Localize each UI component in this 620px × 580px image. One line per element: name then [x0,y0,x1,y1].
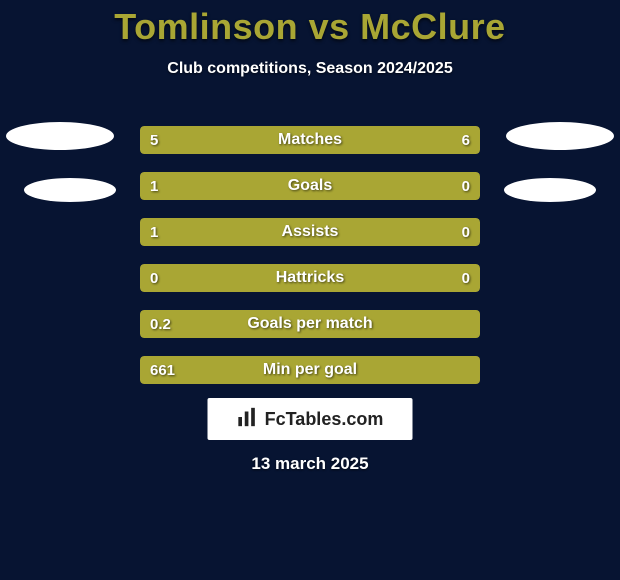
player-right-sub-oval [504,178,596,202]
stat-row: 56Matches [140,126,480,154]
stat-value-right: 0 [462,218,470,246]
stat-bar-left [140,264,310,292]
stat-value-right: 0 [462,264,470,292]
stat-bar-left [140,126,293,154]
fctables-badge: FcTables.com [208,398,413,440]
stat-row: 10Goals [140,172,480,200]
player-right-logo-oval [506,122,614,150]
date-text: 13 march 2025 [0,454,620,474]
page-title: Tomlinson vs McClure [0,0,620,48]
stat-bars: 56Matches10Goals10Assists00Hattricks0.2G… [140,126,480,402]
stat-bar-left [140,218,405,246]
stat-value-right: 0 [462,172,470,200]
stat-value-left: 661 [150,356,175,384]
subtitle: Club competitions, Season 2024/2025 [0,60,620,78]
comparison-infographic: Tomlinson vs McClure Club competitions, … [0,0,620,580]
player-left-sub-oval [24,178,116,202]
stat-bar-left [140,356,480,384]
stat-row: 00Hattricks [140,264,480,292]
stat-row: 10Assists [140,218,480,246]
stat-bar-right [293,126,480,154]
stat-row: 661Min per goal [140,356,480,384]
stat-value-left: 0 [150,264,158,292]
stat-row: 0.2Goals per match [140,310,480,338]
player-left-logo-oval [6,122,114,150]
bars-icon [237,406,259,433]
stat-value-right: 6 [462,126,470,154]
stat-value-left: 5 [150,126,158,154]
stat-bar-left [140,310,480,338]
stat-bar-right [310,264,480,292]
badge-text: FcTables.com [265,409,384,430]
stat-value-left: 0.2 [150,310,171,338]
stat-value-left: 1 [150,218,158,246]
stat-bar-left [140,172,405,200]
stat-value-left: 1 [150,172,158,200]
